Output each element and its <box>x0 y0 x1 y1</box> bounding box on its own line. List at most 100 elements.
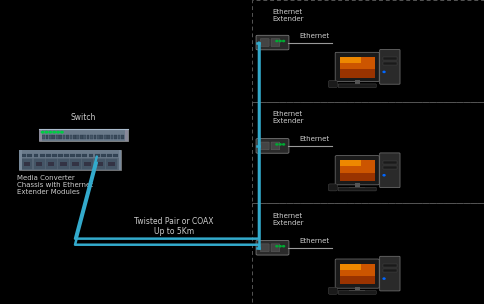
Bar <box>340 57 375 78</box>
Bar <box>113 154 118 157</box>
FancyBboxPatch shape <box>271 39 280 47</box>
Bar <box>52 154 57 157</box>
FancyBboxPatch shape <box>260 244 269 252</box>
FancyBboxPatch shape <box>58 159 69 169</box>
Bar <box>63 136 65 139</box>
Bar <box>101 154 106 157</box>
Bar <box>64 154 69 157</box>
Bar <box>349 290 365 292</box>
Bar <box>104 136 106 139</box>
Bar <box>340 160 375 173</box>
FancyBboxPatch shape <box>70 159 81 169</box>
Bar <box>60 162 67 167</box>
Circle shape <box>279 246 281 247</box>
Bar <box>97 136 100 139</box>
FancyBboxPatch shape <box>338 187 376 191</box>
Bar <box>96 162 103 167</box>
Bar <box>73 136 76 139</box>
Bar <box>80 136 83 139</box>
Bar <box>340 57 375 69</box>
Bar <box>72 162 78 167</box>
Bar <box>52 136 55 139</box>
Circle shape <box>60 131 63 133</box>
FancyBboxPatch shape <box>256 240 289 255</box>
Text: Ethernet: Ethernet <box>300 33 330 39</box>
FancyBboxPatch shape <box>94 159 105 169</box>
Bar <box>349 84 365 85</box>
Bar <box>121 136 124 139</box>
FancyBboxPatch shape <box>19 150 121 170</box>
Bar <box>66 136 69 139</box>
Circle shape <box>276 246 278 247</box>
Circle shape <box>383 71 385 73</box>
Bar <box>119 150 121 170</box>
FancyBboxPatch shape <box>329 81 337 88</box>
FancyBboxPatch shape <box>22 159 32 169</box>
Text: Ethernet: Ethernet <box>300 238 330 244</box>
Text: Ethernet
Extender: Ethernet Extender <box>272 111 304 124</box>
FancyBboxPatch shape <box>260 142 269 150</box>
Bar <box>59 136 62 139</box>
Circle shape <box>279 144 281 145</box>
FancyBboxPatch shape <box>256 35 289 50</box>
Bar <box>340 264 375 276</box>
Bar <box>48 162 54 167</box>
Bar <box>125 129 128 141</box>
FancyBboxPatch shape <box>34 159 45 169</box>
FancyBboxPatch shape <box>106 159 117 169</box>
Bar <box>107 136 110 139</box>
Bar <box>340 264 361 270</box>
FancyBboxPatch shape <box>335 156 379 185</box>
FancyBboxPatch shape <box>271 244 280 252</box>
Bar <box>340 160 361 166</box>
Circle shape <box>53 131 55 133</box>
Circle shape <box>49 131 51 133</box>
Text: Ethernet: Ethernet <box>300 136 330 142</box>
Text: Ethernet
Extender: Ethernet Extender <box>272 213 304 226</box>
Circle shape <box>45 131 47 133</box>
Bar <box>100 136 103 139</box>
Bar <box>340 160 375 181</box>
FancyBboxPatch shape <box>256 139 289 153</box>
Text: Ethernet
Extender: Ethernet Extender <box>272 9 304 22</box>
Bar <box>24 162 30 167</box>
Bar <box>355 183 360 188</box>
Circle shape <box>41 131 44 133</box>
Bar <box>76 154 81 157</box>
Bar <box>95 154 100 157</box>
Bar <box>84 162 91 167</box>
Bar <box>40 154 45 157</box>
Bar <box>56 136 59 139</box>
Bar <box>83 136 86 139</box>
FancyBboxPatch shape <box>329 287 337 294</box>
Bar <box>108 162 115 167</box>
Circle shape <box>383 278 385 279</box>
FancyBboxPatch shape <box>82 159 93 169</box>
Bar <box>382 161 397 164</box>
Text: Up to 5Km: Up to 5Km <box>154 226 194 236</box>
Text: Switch: Switch <box>71 113 96 122</box>
Bar <box>82 154 87 157</box>
Bar <box>70 136 72 139</box>
Bar <box>382 57 397 60</box>
Bar <box>19 150 121 158</box>
FancyBboxPatch shape <box>271 142 280 150</box>
Bar <box>118 136 121 139</box>
FancyBboxPatch shape <box>379 153 400 188</box>
Bar <box>382 165 397 168</box>
Bar <box>90 136 93 139</box>
FancyBboxPatch shape <box>39 129 128 141</box>
Circle shape <box>283 246 285 247</box>
Bar <box>19 150 22 170</box>
Bar <box>89 154 93 157</box>
Bar <box>114 136 117 139</box>
Bar <box>21 154 26 157</box>
Bar <box>382 269 397 272</box>
FancyBboxPatch shape <box>338 84 376 88</box>
Bar <box>252 203 484 304</box>
Circle shape <box>383 174 385 176</box>
Bar <box>76 136 79 139</box>
FancyBboxPatch shape <box>379 50 400 84</box>
Bar <box>107 154 112 157</box>
Bar <box>36 162 43 167</box>
